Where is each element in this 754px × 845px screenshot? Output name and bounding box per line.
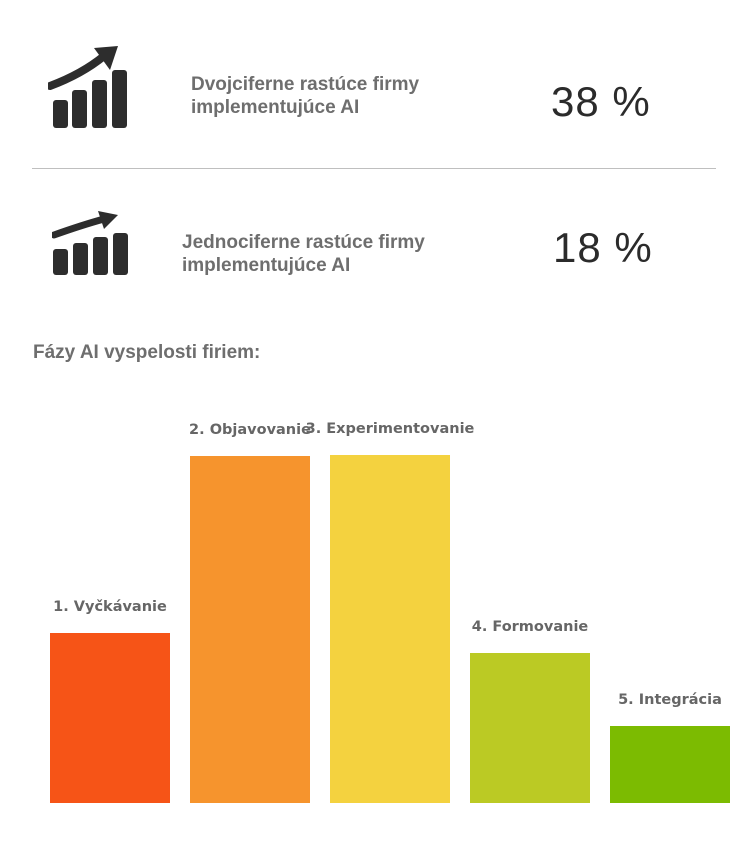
bar-label-2: 2. Objavovanie (189, 422, 311, 438)
stat-label: Dvojciferne rastúce firmy implementujúce… (191, 73, 419, 119)
stat-value: 38 % (551, 78, 651, 125)
stat-label: Jednociferne rastúce firmy implementujúc… (182, 231, 425, 277)
bar-label-3: 3. Experimentovanie (306, 421, 475, 437)
bar-5 (610, 726, 730, 803)
stat-row-double-digit: Dvojciferne rastúce firmy implementujúce… (0, 40, 754, 140)
bar-label-5: 5. Integrácia (618, 692, 722, 708)
divider (32, 168, 716, 169)
chart-title: Fázy AI vyspelosti firiem: (33, 342, 261, 363)
stat-row-single-digit: Jednociferne rastúce firmy implementujúc… (0, 205, 754, 285)
bar-1 (50, 633, 170, 803)
stat-label-line2: implementujúce AI (182, 255, 351, 276)
bar-4 (470, 653, 590, 803)
growth-chart-arrow-icon (48, 46, 127, 128)
stat-label-line1: Dvojciferne rastúce firmy (191, 74, 420, 95)
bar-label-4: 4. Formovanie (472, 619, 589, 635)
stat-label-line2: implementujúce AI (191, 97, 360, 118)
bar-label-1: 1. Vyčkávanie (53, 599, 167, 615)
stat-label-line1: Jednociferne rastúce firmy (182, 232, 425, 253)
stat-value: 18 % (553, 224, 653, 271)
growth-chart-arrow-icon (52, 211, 128, 275)
bar-3 (330, 455, 450, 803)
bar-2 (190, 456, 310, 803)
